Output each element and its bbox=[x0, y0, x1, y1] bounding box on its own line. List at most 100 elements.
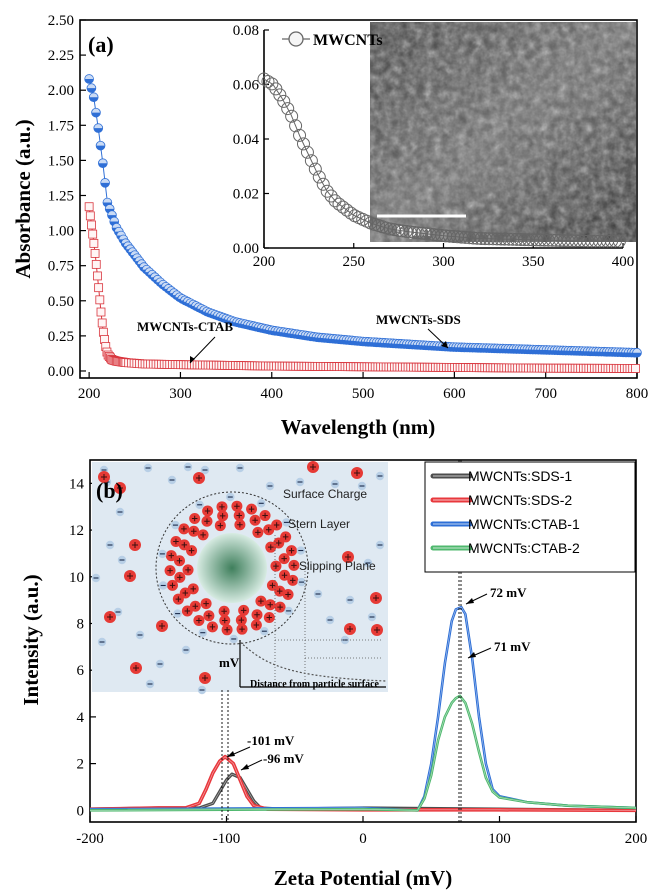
mwcnts-point bbox=[285, 109, 299, 123]
panel-a-inset: 5 µm 200 250 300 350 400 0.00 0.02 0.04 0.06 0.08… bbox=[233, 22, 636, 272]
cation-plus-icon bbox=[221, 608, 227, 615]
cation-plus-icon bbox=[258, 598, 264, 604]
sds-point-highlight bbox=[119, 235, 128, 240]
mwcnts-point bbox=[328, 194, 342, 208]
b-x-tick-label: 100 bbox=[488, 831, 511, 847]
mwcnts-point bbox=[261, 74, 275, 88]
cation-plus-icon bbox=[281, 572, 288, 578]
annotation-minus-96-arrowhead bbox=[241, 764, 249, 770]
mwcnts-point bbox=[277, 94, 291, 108]
mwcnts-point bbox=[344, 206, 358, 220]
mwcnts-point bbox=[296, 137, 310, 151]
inset-y-tick-label: 0.02 bbox=[233, 187, 259, 203]
ctab-point bbox=[94, 283, 104, 293]
cation-plus-icon bbox=[266, 614, 273, 621]
b-x-tick-label: -100 bbox=[213, 831, 241, 847]
mwcnts-point bbox=[316, 177, 330, 191]
cation-plus-icon bbox=[190, 586, 196, 592]
sds-point-highlight bbox=[114, 227, 123, 232]
cation-plus-icon bbox=[168, 552, 174, 559]
ctab-point bbox=[85, 211, 95, 221]
annotation-72-arrowhead bbox=[466, 598, 474, 604]
cation-plus-icon bbox=[192, 603, 199, 609]
cation-plus-icon bbox=[238, 617, 245, 623]
legend-label: MWCNTs:CTAB-1 bbox=[468, 516, 580, 532]
a-x-tick-label: 400 bbox=[261, 386, 284, 402]
cation-plus-icon bbox=[176, 558, 183, 564]
cation-plus-icon bbox=[281, 555, 287, 562]
cation-plus-icon bbox=[234, 503, 240, 509]
cation-plus-icon bbox=[269, 582, 276, 589]
cation-plus-icon bbox=[288, 547, 295, 554]
cation-plus-icon bbox=[255, 529, 261, 536]
a-y-tick-label: 0.00 bbox=[48, 364, 74, 380]
mwcnts-point bbox=[608, 234, 622, 248]
label-stern-layer: Stern Layer bbox=[288, 517, 350, 531]
a-y-tick-label: 2.00 bbox=[48, 83, 74, 99]
ctab-point bbox=[93, 271, 102, 281]
cation-plus-icon bbox=[240, 607, 247, 614]
series-mwcnts-ctab-2 bbox=[89, 694, 637, 812]
cation-plus-icon bbox=[282, 534, 289, 540]
panel-a-series bbox=[84, 74, 642, 373]
annotation-minus-96: -96 mV bbox=[263, 751, 304, 766]
cation-plus-icon bbox=[167, 567, 173, 574]
b-x-tick-label: 200 bbox=[625, 831, 648, 847]
cation-plus-icon bbox=[290, 577, 296, 584]
mwcnts-point bbox=[265, 77, 279, 91]
cation-plus-icon bbox=[107, 614, 113, 620]
annotation-minus-101: -101 mV bbox=[247, 733, 295, 748]
ctab-point bbox=[84, 202, 94, 212]
cation-plus-icon bbox=[182, 590, 189, 596]
cation-plus-icon bbox=[200, 532, 206, 538]
sds-point-highlight bbox=[96, 141, 105, 146]
ctab-point bbox=[96, 307, 106, 317]
b-y-tick-label: 6 bbox=[77, 663, 85, 679]
sds-point-highlight bbox=[112, 223, 121, 228]
sds-point-highlight bbox=[98, 159, 107, 164]
ctab-point bbox=[95, 295, 105, 305]
annotation-71: 71 mV bbox=[494, 639, 531, 654]
sds-point-highlight bbox=[110, 217, 119, 222]
inset-x-tick-label: 400 bbox=[612, 254, 635, 270]
cation-plus-icon bbox=[159, 623, 165, 629]
b-y-tick-label: 10 bbox=[69, 570, 84, 586]
mwcnts-point bbox=[324, 189, 338, 203]
sds-point-highlight bbox=[101, 178, 110, 183]
cation-plus-icon bbox=[181, 526, 187, 532]
ctab-point bbox=[98, 327, 108, 337]
sds-point-highlight bbox=[633, 348, 641, 353]
panel-a-frame bbox=[79, 19, 638, 379]
cation-plus-icon bbox=[101, 474, 107, 480]
cation-plus-icon bbox=[347, 626, 353, 632]
panel-a: 200 300 400 500 600 700 800 0.00 0.25 0.50 0.75 1.0… bbox=[11, 13, 648, 439]
cation-plus-icon bbox=[310, 464, 316, 470]
a-y-tick-label: 1.50 bbox=[48, 153, 74, 169]
cation-plus-icon bbox=[222, 617, 228, 624]
slipping-plane-ring bbox=[155, 491, 309, 645]
legend-label: MWCNTs:SDS-1 bbox=[468, 468, 572, 484]
a-x-tick-label: 600 bbox=[443, 386, 466, 402]
sds-point-highlight bbox=[103, 198, 112, 203]
cation-plus-icon bbox=[265, 527, 272, 533]
mwcnts-point bbox=[312, 170, 326, 184]
cation-plus-icon bbox=[254, 611, 260, 618]
cation-plus-icon bbox=[237, 521, 243, 528]
a-y-tick-label: 0.25 bbox=[48, 329, 74, 345]
cation-plus-icon bbox=[354, 470, 360, 476]
cation-plus-icon bbox=[273, 522, 280, 528]
inset-y-tick-label: 0.06 bbox=[233, 78, 260, 94]
ctab-point bbox=[97, 318, 107, 328]
cation-plus-icon bbox=[191, 528, 197, 535]
sds-point-highlight bbox=[85, 74, 94, 79]
mwcnts-point bbox=[605, 234, 619, 248]
ctab-point bbox=[91, 259, 101, 269]
cation-plus-icon bbox=[184, 608, 191, 614]
cation-plus-icon bbox=[191, 515, 198, 522]
cation-plus-icon bbox=[204, 508, 211, 514]
label-mv: mV bbox=[219, 655, 240, 670]
inset-x-tick-label: 200 bbox=[253, 254, 276, 270]
sds-point-highlight bbox=[89, 93, 98, 98]
cation-plus-icon bbox=[173, 538, 179, 545]
